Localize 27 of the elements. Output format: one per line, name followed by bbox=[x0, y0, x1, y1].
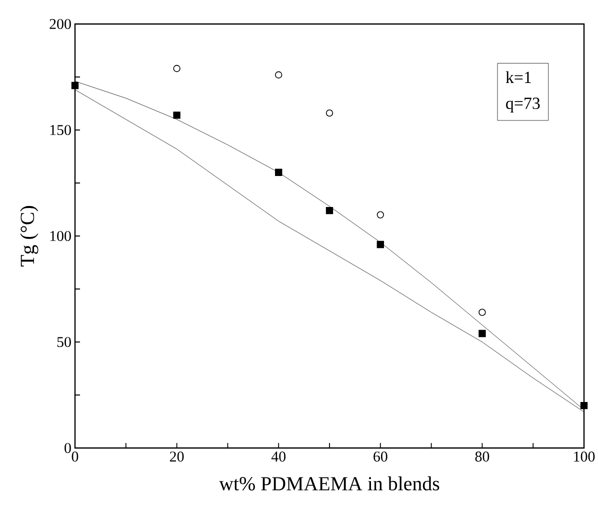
point bbox=[376, 211, 384, 218]
point bbox=[580, 402, 588, 410]
point bbox=[275, 168, 282, 176]
y-tick-label: 0 bbox=[64, 442, 71, 454]
x-tick-label: 60 bbox=[374, 452, 388, 462]
point bbox=[326, 109, 334, 117]
x-tick-label: 80 bbox=[475, 452, 490, 462]
point bbox=[326, 206, 334, 214]
y-tick-label: 150 bbox=[50, 124, 71, 136]
x-tick-label: 100 bbox=[574, 452, 595, 462]
point bbox=[173, 64, 180, 72]
point bbox=[71, 82, 79, 90]
x-tick-label: 20 bbox=[170, 452, 184, 462]
point bbox=[478, 330, 486, 338]
y-tick-label: 100 bbox=[50, 230, 71, 242]
point bbox=[275, 71, 282, 78]
annotation: k=1 bbox=[506, 71, 531, 83]
x-axis-title: wt% PDMAEMA in blends bbox=[219, 476, 440, 491]
y-tick-label: 50 bbox=[57, 336, 71, 348]
annotation: q=73 bbox=[506, 98, 540, 112]
x-tick-label: 40 bbox=[271, 452, 286, 462]
y-axis-title: Tg (°C) bbox=[20, 206, 38, 266]
point bbox=[173, 112, 180, 119]
point bbox=[478, 308, 486, 316]
x-tick-label: 0 bbox=[72, 452, 78, 462]
point bbox=[376, 240, 384, 248]
y-tick-label: 200 bbox=[50, 18, 71, 30]
